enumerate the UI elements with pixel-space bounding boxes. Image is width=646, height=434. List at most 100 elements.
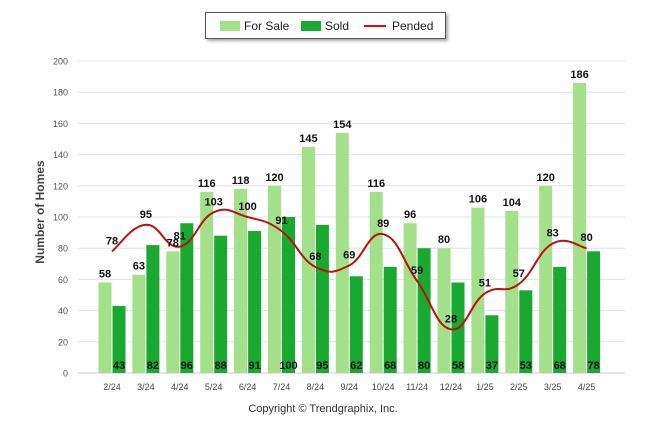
bar-for-sale bbox=[98, 282, 112, 373]
label-pended: 95 bbox=[140, 209, 152, 221]
bar-for-sale bbox=[200, 192, 214, 373]
bar-sold bbox=[519, 290, 533, 373]
label-for-sale: 80 bbox=[438, 234, 450, 246]
bar-sold bbox=[485, 315, 499, 373]
label-pended: 80 bbox=[580, 232, 592, 244]
bar-for-sale bbox=[505, 210, 519, 373]
x-tick-label: 1/25 bbox=[476, 382, 494, 392]
x-tick-label: 4/25 bbox=[578, 382, 596, 392]
label-sold: 68 bbox=[384, 360, 396, 372]
y-tick-label: 40 bbox=[58, 306, 68, 316]
label-pended: 28 bbox=[445, 313, 457, 325]
bar-sold bbox=[587, 251, 601, 373]
label-for-sale: 118 bbox=[232, 175, 250, 187]
y-tick-label: 20 bbox=[58, 337, 68, 347]
bar-for-sale bbox=[268, 185, 281, 373]
label-sold: 78 bbox=[587, 360, 599, 372]
x-tick-label: 12/24 bbox=[440, 382, 463, 392]
y-tick-label: 160 bbox=[53, 119, 68, 129]
y-tick-label: 0 bbox=[63, 369, 68, 379]
bar-for-sale bbox=[403, 223, 417, 373]
bar-sold bbox=[315, 224, 329, 373]
label-pended: 103 bbox=[205, 196, 223, 208]
x-tick-label: 7/24 bbox=[273, 382, 291, 392]
legend-for-sale-swatch bbox=[220, 21, 240, 31]
label-pended: 78 bbox=[106, 235, 118, 247]
label-pended: 81 bbox=[174, 231, 186, 243]
y-tick-label: 60 bbox=[58, 275, 68, 285]
bar-for-sale bbox=[437, 248, 451, 373]
label-pended: 100 bbox=[238, 201, 256, 213]
y-tick-label: 180 bbox=[53, 88, 68, 98]
label-sold: 95 bbox=[316, 360, 328, 372]
x-tick-label: 10/24 bbox=[372, 382, 395, 392]
label-sold: 96 bbox=[181, 360, 193, 372]
legend-pended-label: Pended bbox=[392, 19, 434, 33]
label-pended: 91 bbox=[275, 215, 287, 227]
label-for-sale: 58 bbox=[99, 269, 111, 281]
bar-sold bbox=[180, 223, 194, 373]
bar-sold bbox=[282, 217, 295, 373]
label-sold: 91 bbox=[248, 360, 260, 372]
label-pended: 59 bbox=[411, 265, 423, 277]
bar-for-sale bbox=[539, 185, 553, 373]
label-pended: 68 bbox=[309, 251, 321, 263]
bar-sold bbox=[349, 276, 363, 373]
label-for-sale: 104 bbox=[503, 197, 522, 209]
label-for-sale: 116 bbox=[367, 178, 385, 190]
bar-sold bbox=[417, 248, 431, 373]
label-for-sale: 145 bbox=[299, 133, 317, 145]
label-sold: 100 bbox=[279, 360, 297, 372]
x-tick-label: 4/24 bbox=[171, 382, 189, 392]
x-tick-label: 2/25 bbox=[510, 382, 528, 392]
bar-for-sale bbox=[301, 146, 315, 373]
label-for-sale: 120 bbox=[537, 172, 555, 184]
bar-sold bbox=[112, 305, 126, 373]
legend: For Sale Sold Pended bbox=[205, 12, 446, 39]
y-tick-label: 200 bbox=[53, 57, 68, 67]
label-pended: 51 bbox=[479, 277, 491, 289]
bar-for-sale bbox=[335, 132, 349, 373]
y-axis-ticks: 0 20 40 60 80 100 120 140 160 180 200 bbox=[53, 57, 68, 379]
x-tick-label: 8/24 bbox=[307, 382, 325, 392]
label-sold: 53 bbox=[520, 360, 532, 372]
label-sold: 37 bbox=[486, 360, 498, 372]
bar-sold bbox=[553, 266, 567, 373]
bar-for-sale bbox=[573, 82, 587, 373]
label-sold: 68 bbox=[554, 360, 566, 372]
label-sold: 88 bbox=[215, 360, 227, 372]
data-labels: 58 43 63 82 78 96 116 88 118 91 120 100 145 95 154 62 11… bbox=[99, 69, 600, 372]
x-axis-ticks: 2/24 3/24 4/24 5/24 6/24 7/24 8/24 9/24 10/24 11/… bbox=[103, 382, 595, 392]
y-axis-label: Number of Homes bbox=[33, 160, 47, 264]
legend-sold-label: Sold bbox=[325, 19, 350, 33]
label-sold: 80 bbox=[418, 360, 430, 372]
x-tick-label: 5/24 bbox=[205, 382, 223, 392]
copyright: Copyright © Trendgraphix, Inc. bbox=[248, 403, 398, 415]
label-for-sale: 63 bbox=[133, 261, 145, 273]
bar-sold bbox=[214, 235, 228, 373]
bar-for-sale bbox=[471, 207, 485, 373]
legend-pended-swatch bbox=[364, 25, 386, 27]
y-tick-label: 140 bbox=[53, 150, 68, 160]
label-pended: 89 bbox=[377, 218, 389, 230]
x-tick-label: 11/24 bbox=[406, 382, 428, 392]
label-for-sale: 154 bbox=[333, 119, 352, 131]
y-tick-label: 120 bbox=[53, 181, 68, 191]
bar-sold bbox=[248, 231, 262, 373]
legend-for-sale-label: For Sale bbox=[244, 19, 290, 33]
label-sold: 62 bbox=[350, 360, 362, 372]
label-sold: 58 bbox=[452, 360, 464, 372]
label-sold: 82 bbox=[147, 360, 159, 372]
y-tick-label: 80 bbox=[58, 244, 68, 254]
label-sold: 43 bbox=[113, 360, 125, 372]
x-tick-label: 2/24 bbox=[103, 382, 121, 392]
pended-line bbox=[111, 208, 587, 331]
label-for-sale: 106 bbox=[469, 194, 487, 206]
x-tick-label: 6/24 bbox=[239, 382, 257, 392]
label-for-sale: 116 bbox=[198, 178, 216, 190]
y-tick-label: 100 bbox=[53, 213, 68, 223]
label-for-sale: 78 bbox=[167, 237, 179, 249]
label-for-sale: 96 bbox=[404, 209, 416, 221]
label-pended: 83 bbox=[547, 228, 559, 240]
